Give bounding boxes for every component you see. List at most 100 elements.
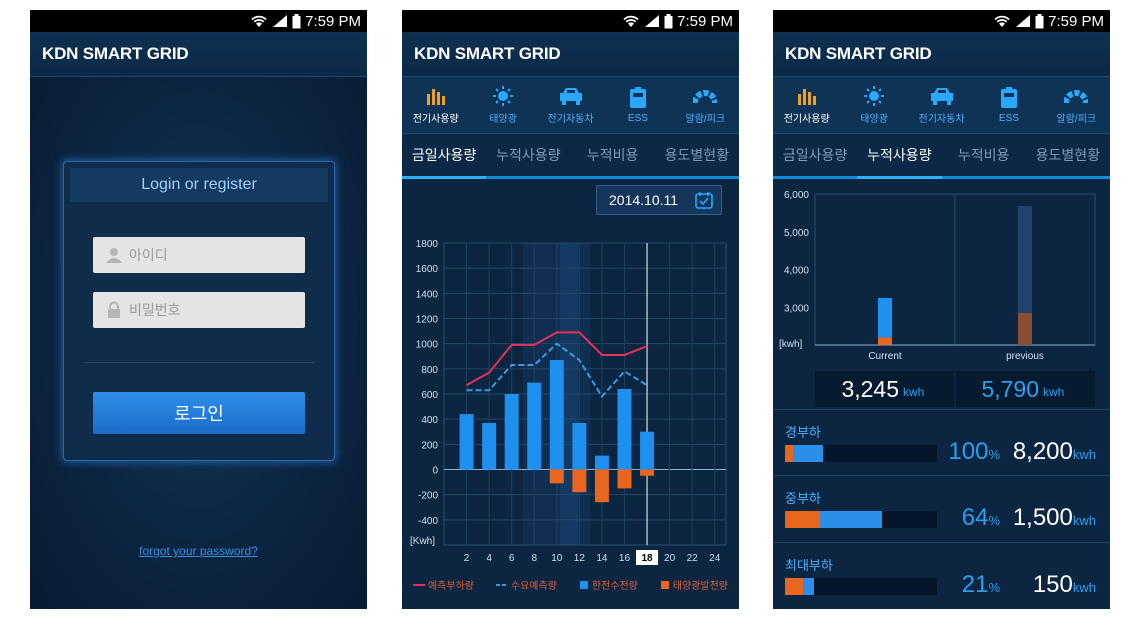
nav-solar[interactable]: 태양광 <box>840 77 907 133</box>
load-label: 최대부하 <box>785 558 833 573</box>
bar <box>617 469 632 489</box>
login-button[interactable]: 로그인 <box>93 392 305 434</box>
x-tick-label: 14 <box>596 553 608 564</box>
wifi-icon <box>994 15 1010 27</box>
nav-electricity[interactable]: 전기사용량 <box>773 77 840 133</box>
wifi-icon <box>251 15 267 27</box>
bar <box>459 414 474 470</box>
battery-storage-icon <box>629 86 646 108</box>
nav-ess[interactable]: ESS <box>604 77 671 133</box>
date-value: 2014.10.11 <box>609 192 679 208</box>
bar <box>878 337 892 345</box>
nav-ev[interactable]: 전기자동차 <box>908 77 975 133</box>
tab-cost[interactable]: 누적비용 <box>957 147 1010 163</box>
nav-label: 전기자동차 <box>547 113 594 125</box>
nav-alarm[interactable]: 알람/피크 <box>672 77 739 133</box>
legend-label: 태양광발전량 <box>672 581 728 592</box>
password-field[interactable]: 비밀번호 <box>93 292 305 328</box>
tab-by-use[interactable]: 용도별현황 <box>1035 147 1101 163</box>
y-axis-label: [kwh] <box>779 339 803 350</box>
login-header: Login or register <box>70 168 328 202</box>
forgot-password-link[interactable]: forgot your password? <box>139 544 258 558</box>
sub-tabs: 금일사용량 누적사용량 누적비용 용도별현황 <box>402 134 739 179</box>
nav-label: 알람/피크 <box>1056 113 1097 125</box>
tab-cost[interactable]: 누적비용 <box>586 147 639 163</box>
y-tick-label: 1200 <box>416 315 439 326</box>
gauge-icon <box>1064 89 1089 103</box>
signal-icon <box>645 15 660 27</box>
daily-chart: 1800 1600 1400 1200 1000 800 600 400 200 0 -200 -40… <box>410 239 727 565</box>
bar <box>482 422 497 470</box>
x-tick-label: 10 <box>551 553 563 564</box>
load-label: 경부하 <box>785 425 821 440</box>
nav-electricity[interactable]: 전기사용량 <box>402 77 469 133</box>
x-tick-label: 4 <box>486 553 492 564</box>
x-tick-label: Current <box>868 351 902 362</box>
bar <box>617 388 632 470</box>
total-box <box>956 371 1095 407</box>
total-value: 5,790 <box>981 376 1039 402</box>
cumulative-chart: 6,000 5,000 4,000 3,000 [kwh] Current previous… <box>779 190 1096 407</box>
legend-item: 예측부하량 <box>412 577 474 592</box>
y-tick-label: 6,000 <box>784 190 809 201</box>
load-percent: 100% <box>948 438 1000 465</box>
bar-legend-icon <box>660 580 669 589</box>
battery-storage-icon <box>1000 86 1017 108</box>
x-tick-label: 6 <box>509 553 515 564</box>
tab-by-use[interactable]: 용도별현황 <box>664 147 730 163</box>
y-tick-label: -400 <box>418 516 438 527</box>
wifi-icon <box>623 15 639 27</box>
id-field[interactable]: 아이디 <box>93 237 305 273</box>
total-unit: kwh <box>903 385 924 399</box>
total-unit: kwh <box>1043 385 1064 399</box>
nav-label: ESS <box>998 112 1019 124</box>
y-tick-label: 1400 <box>416 289 439 300</box>
load-bar-orange <box>785 445 793 462</box>
bar <box>504 394 519 470</box>
date-picker[interactable]: 2014.10.11 <box>596 185 722 215</box>
status-time: 7:59 PM <box>305 12 361 30</box>
series-line <box>466 331 648 387</box>
legend-item: 수요예측량 <box>495 577 557 592</box>
user-icon <box>106 248 122 263</box>
tab-cumulative[interactable]: 누적사용량 <box>496 147 561 163</box>
bar-legend-icon <box>579 580 588 589</box>
bar <box>1018 312 1032 345</box>
tab-cumulative[interactable]: 누적사용량 <box>857 134 942 179</box>
y-tick-label: 0 <box>432 466 438 477</box>
lock-icon <box>108 301 120 318</box>
legend-item: 태양광발전량 <box>660 577 728 592</box>
load-bar-blue <box>792 445 823 462</box>
nav-ev[interactable]: 전기자동차 <box>537 77 604 133</box>
id-placeholder: 아이디 <box>129 247 168 263</box>
nav-solar[interactable]: 태양광 <box>469 77 536 133</box>
battery-icon <box>664 13 673 28</box>
password-placeholder: 비밀번호 <box>129 302 181 318</box>
status-time: 7:59 PM <box>677 12 733 30</box>
nav-ess[interactable]: ESS <box>975 77 1042 133</box>
app-title: KDN SMART GRID <box>773 32 1110 77</box>
car-icon <box>930 87 953 105</box>
app-title: KDN SMART GRID <box>30 32 367 77</box>
status-bar: 7:59 PM <box>30 10 367 32</box>
load-bar-orange <box>785 511 820 528</box>
battery-icon <box>292 13 301 28</box>
car-icon <box>559 87 582 105</box>
main-nav: 전기사용량 태양광 전기자동차 ESS 알람/피크 <box>773 77 1110 134</box>
x-tick-label: 18 <box>641 553 653 564</box>
status-bar: 7:59 PM <box>402 10 739 32</box>
app-title: KDN SMART GRID <box>402 32 739 77</box>
y-tick-label: 1600 <box>416 264 439 275</box>
x-tick-label: 22 <box>687 553 699 564</box>
sun-icon <box>493 85 514 106</box>
load-bar <box>785 445 937 462</box>
bar <box>640 469 655 476</box>
tab-daily[interactable]: 금일사용량 <box>782 147 848 163</box>
load-kwh: 1,500kwh <box>1012 504 1096 531</box>
bar <box>527 382 542 470</box>
status-time: 7:59 PM <box>1048 12 1104 30</box>
load-bar-orange <box>785 578 804 595</box>
tab-daily[interactable]: 금일사용량 <box>402 134 487 179</box>
nav-label: 알람/피크 <box>685 113 726 125</box>
nav-alarm[interactable]: 알람/피크 <box>1043 77 1110 133</box>
